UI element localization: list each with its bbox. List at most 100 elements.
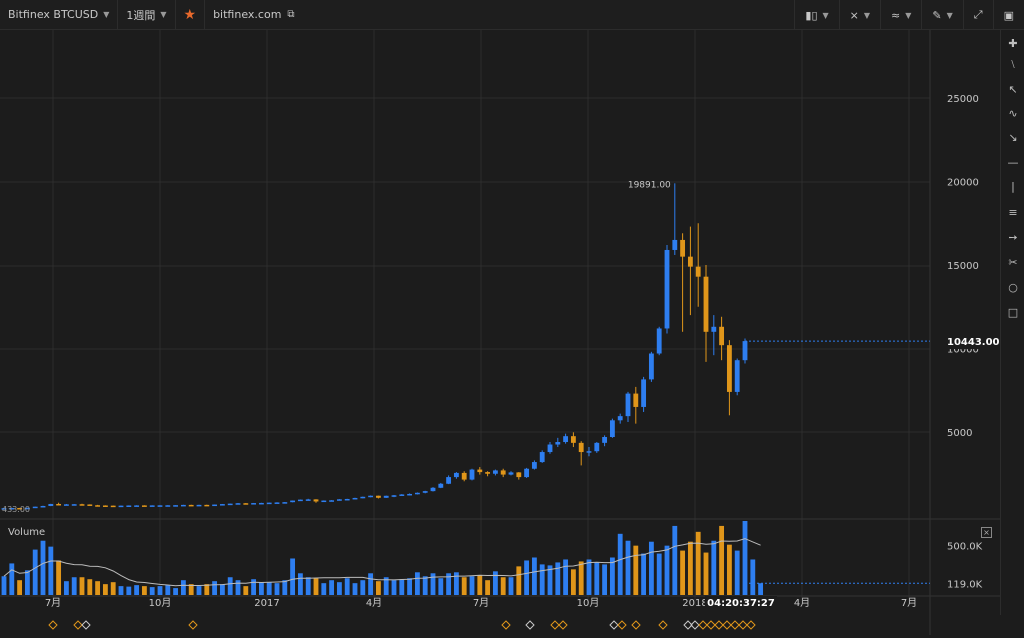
volume-bar [578, 561, 584, 595]
volume-bar [711, 540, 717, 595]
candle-body [266, 502, 272, 505]
volume-bar [274, 583, 280, 595]
candle-body [173, 505, 179, 507]
volume-bar [375, 581, 381, 595]
volume-bar [204, 584, 210, 595]
event-marker-icon [698, 620, 708, 630]
candle-body [656, 328, 662, 354]
last-price-label: 10443.00 [947, 337, 1000, 348]
fullscreen-icon: ⤢ [973, 8, 983, 21]
volume-bar [602, 564, 608, 595]
candle-body [469, 469, 475, 480]
volume-bar [173, 588, 179, 595]
symbol-selector[interactable]: Bitfinex BTCUSD ▼ [0, 0, 119, 30]
vertical-line-icon[interactable]: | [1011, 179, 1015, 193]
volume-bar [48, 546, 54, 595]
drawing-button[interactable]: ✎ ▼ [921, 0, 962, 30]
arrow-down-right-icon[interactable]: ↘ [1008, 130, 1018, 144]
price-tick-label: 20000 [947, 178, 979, 189]
candle-body [321, 500, 327, 503]
event-marker-icon [188, 620, 198, 630]
volume-bar [313, 578, 319, 595]
candle-body [586, 451, 592, 453]
favorite-button[interactable]: ★ [176, 0, 206, 30]
price-chart[interactable]: 25000 20000 15000 10000 5000 10443.00 19891.00… [0, 30, 1000, 635]
candle-body [336, 499, 342, 501]
candle-body [212, 504, 218, 507]
candle-body [165, 505, 171, 507]
candle-body [609, 420, 615, 438]
time-tick-label: 7月 [901, 597, 917, 609]
event-marker-icon [550, 620, 560, 630]
indicators-button[interactable]: ≈ ▼ [880, 0, 921, 30]
close-icon[interactable]: × [981, 527, 992, 538]
volume-bar [414, 572, 420, 595]
crosshair-icon[interactable]: ✚ [1008, 36, 1018, 50]
candle-body [188, 504, 194, 507]
candle-body [485, 472, 491, 474]
volume-bar [212, 581, 218, 595]
trend-line-icon[interactable]: ⧵ [1011, 58, 1015, 71]
candle-body [219, 504, 225, 506]
candle-body [641, 379, 647, 407]
candle-body [508, 472, 514, 475]
candle-body [274, 502, 280, 504]
volume-bar [500, 577, 506, 595]
candle-body [633, 393, 639, 407]
circle-icon[interactable]: ○ [1008, 280, 1018, 294]
time-tick-label: 2018 [682, 598, 707, 609]
volume-bar [188, 584, 194, 595]
volume-bar [243, 586, 249, 595]
candle-body [570, 436, 576, 443]
fullscreen-button[interactable]: ⤢ [962, 0, 993, 30]
event-marker-icon [658, 620, 668, 630]
candle-body [352, 497, 358, 500]
candle-body [157, 505, 163, 507]
scissors-icon[interactable]: ✂ [1008, 255, 1018, 269]
candlestick-icon: ▮▯ [805, 8, 818, 22]
chart-canvas[interactable]: 25000 20000 15000 10000 5000 10443.00 19891.00… [0, 30, 1000, 635]
compare-button[interactable]: ⨯ ▼ [838, 0, 880, 30]
candle-body [235, 503, 241, 505]
volume-bar [235, 580, 241, 595]
chevron-down-icon: ▼ [160, 10, 167, 19]
price-tick-label: 10000 [947, 345, 979, 356]
volume-bar [352, 583, 358, 595]
event-marker-icon [690, 620, 700, 630]
chevron-down-icon: ▼ [946, 10, 953, 20]
fib-levels-icon[interactable]: ≡ [1008, 205, 1018, 219]
candle-body [516, 472, 522, 478]
volume-bar [758, 583, 764, 595]
source-link[interactable]: bitfinex.com ⧉ [205, 0, 302, 30]
volume-bar [656, 553, 662, 595]
candle-body [329, 500, 335, 502]
horizontal-line-icon[interactable]: — [1007, 155, 1019, 169]
volume-bar [134, 585, 140, 595]
chart-type-button[interactable]: ▮▯ ▼ [794, 0, 838, 30]
candle-body [687, 256, 693, 267]
candle-body [344, 498, 350, 501]
interval-selector[interactable]: 1週間 ▼ [118, 0, 176, 30]
cursor-arrow-icon[interactable]: ➙ [1008, 230, 1018, 244]
candle-body [703, 276, 709, 332]
time-tick-label: 10月 [149, 597, 172, 609]
volume-bar [680, 550, 686, 595]
volume-bar [633, 545, 639, 595]
event-marker-icon [746, 620, 756, 630]
arrow-up-left-icon[interactable]: ↖ [1008, 82, 1018, 96]
volume-bar [664, 545, 670, 595]
curve-icon[interactable]: ∿ [1008, 106, 1018, 120]
volume-bar [32, 549, 38, 595]
snapshot-button[interactable]: ▣ [992, 0, 1024, 30]
rectangle-icon[interactable]: □ [1007, 305, 1019, 319]
candle-body [305, 499, 311, 501]
candle-body [204, 504, 210, 507]
candle-body [672, 239, 678, 250]
candle-body [258, 502, 264, 505]
volume-bar [227, 577, 233, 595]
volume-bar [399, 579, 405, 595]
event-marker-icon [81, 620, 91, 630]
candle-body [368, 495, 374, 498]
volume-bar [407, 578, 413, 595]
volume-bar [141, 586, 147, 595]
